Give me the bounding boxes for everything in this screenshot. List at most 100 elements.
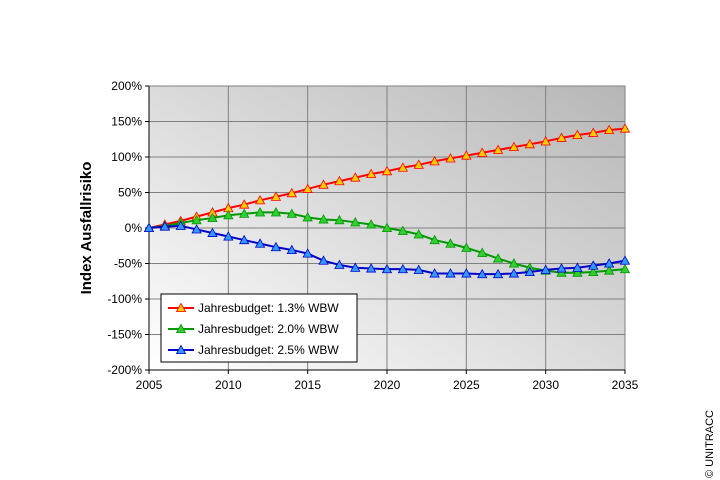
data-point-marker (159, 221, 171, 231)
data-point-marker (429, 268, 440, 278)
data-point-marker (397, 162, 409, 172)
data-point-marker (397, 225, 409, 235)
data-point-marker (603, 258, 615, 268)
y-tick-label: -200% (107, 363, 142, 377)
data-point-marker (302, 183, 313, 193)
data-point-marker (588, 266, 599, 277)
data-point-marker (334, 175, 345, 186)
data-point-marker (270, 207, 282, 217)
data-point-marker (619, 263, 631, 274)
data-point-marker (619, 123, 631, 133)
data-point-marker (318, 214, 329, 224)
data-point-marker (350, 172, 361, 182)
data-point-marker (603, 265, 615, 275)
data-point-marker (445, 268, 456, 278)
copyright-text: © UNITRACC (704, 410, 716, 478)
y-tick-label: 150% (111, 115, 142, 129)
data-point-marker (603, 124, 615, 135)
x-tick-label: 2030 (532, 378, 559, 392)
x-tick-label: 2005 (136, 378, 163, 392)
data-point-marker (572, 262, 583, 272)
data-point-marker (302, 248, 313, 258)
legend-label: Jahresbudget: 2.0% WBW (198, 322, 339, 336)
data-point-marker (524, 138, 535, 149)
data-point-marker (381, 222, 393, 233)
legend-marker (175, 302, 187, 313)
y-tick-label: -50% (114, 257, 142, 271)
data-point-marker (461, 268, 472, 278)
data-point-marker (556, 132, 567, 142)
data-point-marker (365, 168, 377, 179)
data-point-marker (207, 212, 218, 223)
x-tick-label: 2010 (215, 378, 242, 392)
data-point-marker (254, 194, 266, 205)
legend-item: Jahresbudget: 2.5% WBW (168, 343, 339, 357)
legend-label: Jahresbudget: 1.3% WBW (198, 301, 339, 315)
data-point-marker (239, 208, 250, 218)
data-point-marker (540, 136, 551, 146)
data-point-marker (286, 187, 297, 198)
data-point-marker (381, 165, 393, 176)
series-3 (143, 220, 631, 279)
data-point-marker (619, 255, 631, 265)
data-point-marker (413, 229, 424, 239)
data-point-marker (365, 263, 377, 273)
data-point-marker (334, 214, 345, 225)
data-point-marker (350, 216, 361, 227)
data-point-marker (270, 191, 282, 201)
legend-marker (175, 344, 187, 355)
data-point-marker (397, 263, 409, 274)
x-tick-label: 2020 (374, 378, 401, 392)
y-tick-label: 50% (118, 186, 142, 200)
data-point-marker (223, 209, 234, 220)
data-point-marker (334, 259, 345, 269)
x-tick-label: 2035 (612, 378, 639, 392)
data-point-marker (461, 150, 472, 160)
data-point-marker (445, 153, 456, 163)
legend-item: Jahresbudget: 2.0% WBW (168, 322, 339, 336)
data-point-marker (143, 222, 155, 233)
data-point-marker (524, 266, 535, 277)
data-point-marker (556, 263, 567, 273)
x-tick-label: 2015 (294, 378, 321, 392)
y-tick-label: -150% (107, 328, 142, 342)
x-tick-labels: 2005 2010 2015 2020 2025 2030 2035 (136, 378, 639, 392)
data-point-marker (175, 220, 186, 230)
data-point-marker (350, 262, 361, 272)
y-tick-label: -100% (107, 292, 142, 306)
data-point-marker (588, 260, 599, 270)
data-point-marker (572, 129, 583, 139)
data-point-marker (540, 264, 551, 274)
data-point-marker (477, 247, 488, 257)
data-point-marker (286, 208, 297, 218)
legend-label: Jahresbudget: 2.5% WBW (198, 343, 339, 357)
data-point-marker (302, 212, 313, 222)
data-point-marker (477, 147, 488, 157)
data-point-marker (572, 267, 583, 277)
data-point-marker (413, 159, 424, 169)
data-point-marker (239, 199, 250, 209)
data-point-marker (445, 238, 456, 248)
data-point-marker (254, 207, 266, 217)
y-tick-label: 0% (125, 221, 143, 235)
data-point-marker (223, 231, 234, 241)
data-point-marker (191, 214, 202, 225)
legend-marker (175, 323, 187, 334)
data-point-marker (508, 258, 520, 268)
legend: Jahresbudget: 1.3% WBW Jahresbudget: 2.0%… (160, 293, 358, 363)
y-axis-label: Index Ausfallrisiko (78, 162, 95, 295)
data-point-marker (429, 155, 440, 166)
data-point-marker (270, 241, 282, 252)
y-tick-label: 200% (111, 79, 142, 93)
y-tick-label: 100% (111, 150, 142, 164)
data-point-marker (381, 263, 393, 274)
data-point-marker (207, 227, 218, 237)
y-tick-labels: -200% -150% -100% -50% 0% 50% 100% 150% 200% (107, 79, 142, 377)
data-point-marker (492, 268, 504, 279)
data-point-marker (508, 141, 520, 152)
data-point-marker (254, 238, 266, 248)
data-point-marker (477, 268, 488, 279)
data-point-marker (239, 234, 250, 245)
series-group (143, 123, 631, 279)
